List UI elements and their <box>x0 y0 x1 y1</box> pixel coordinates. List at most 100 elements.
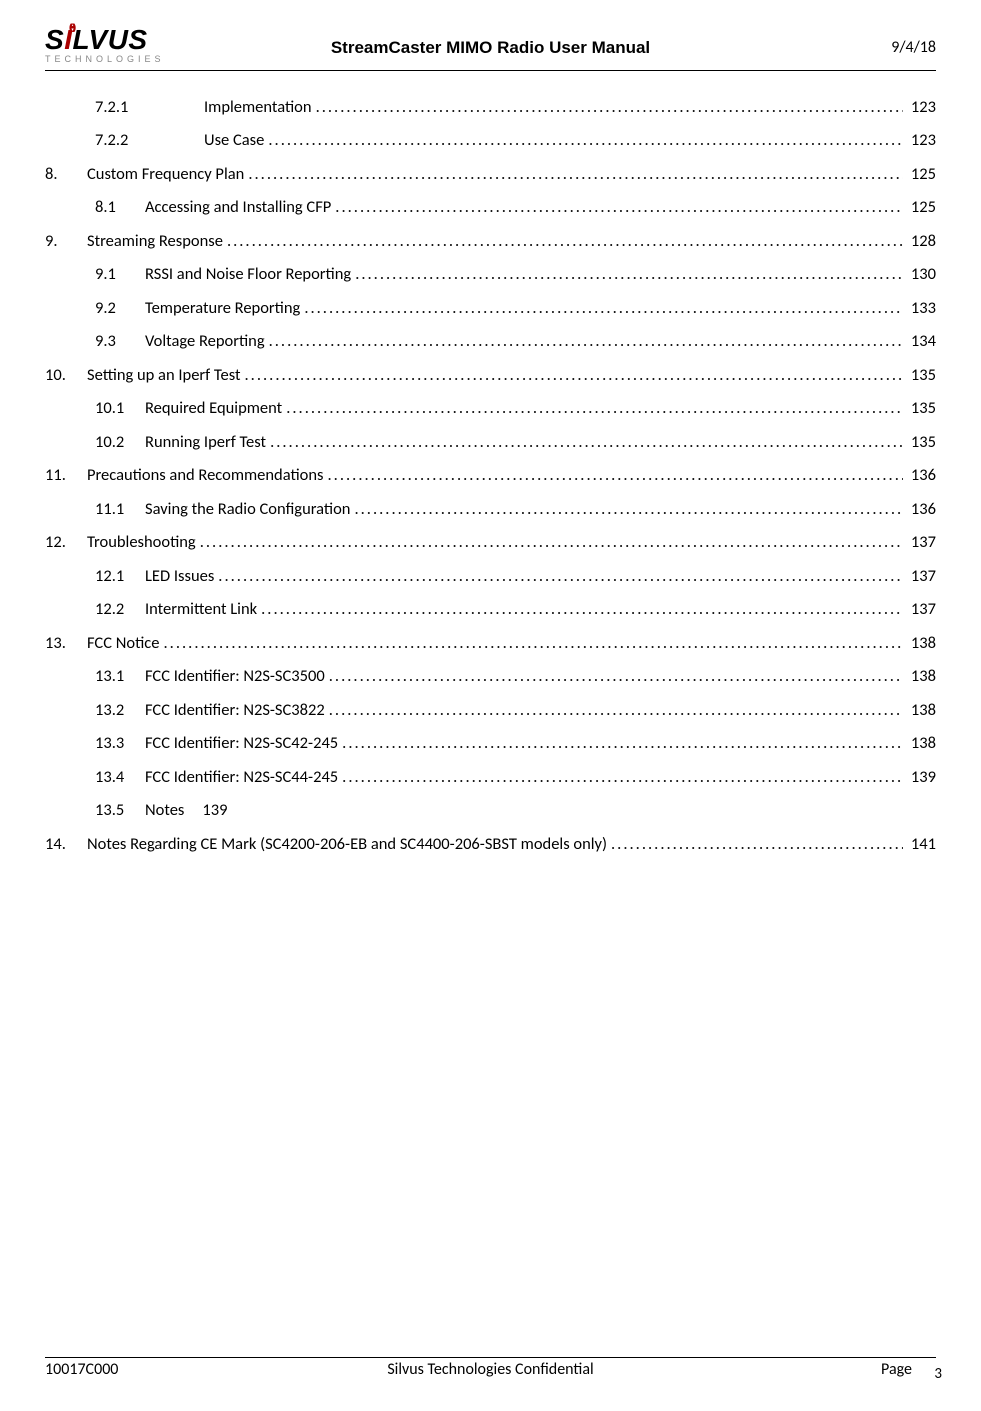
toc-entry[interactable]: 13.4FCC Identifier: N2S-SC44-245139 <box>45 769 936 786</box>
toc-entry-title: Precautions and Recommendations <box>87 467 324 484</box>
toc-leader-dots <box>227 233 903 250</box>
toc-entry-number: 8. <box>45 166 87 183</box>
toc-entry-page: 135 <box>907 367 936 384</box>
toc-leader-dots <box>269 333 903 350</box>
toc-entry[interactable]: 10.1Required Equipment 135 <box>45 400 936 417</box>
toc-leader-dots <box>270 434 903 451</box>
toc-entry-number: 7.2.1 <box>95 99 204 116</box>
logo-letters-rest: LVUS <box>72 24 147 55</box>
toc-leader-dots <box>304 300 903 317</box>
toc-entry-number: 10.1 <box>95 400 145 417</box>
toc-entry[interactable]: 9.3Voltage Reporting 134 <box>45 333 936 350</box>
page-header: ((•)) SILVUS TECHNOLOGIES StreamCaster M… <box>45 28 936 71</box>
toc-entry-page: 137 <box>907 568 936 585</box>
toc-entry-page: 135 <box>907 434 936 451</box>
toc-entry[interactable]: 7.2.2Use Case123 <box>45 132 936 149</box>
toc-entry-title: Required Equipment <box>145 400 282 417</box>
toc-leader-dots <box>354 501 902 518</box>
toc-entry[interactable]: 13.1FCC Identifier: N2S-SC3500138 <box>45 668 936 685</box>
table-of-contents: 7.2.1Implementation123 7.2.2Use Case123 8.… <box>45 99 936 853</box>
toc-entry-number: 13.1 <box>95 668 145 685</box>
document-title: StreamCaster MIMO Radio User Manual <box>165 28 816 58</box>
toc-entry-page: 134 <box>907 333 936 350</box>
toc-leader-dots <box>218 568 903 585</box>
toc-entry-title: FCC Identifier: N2S-SC44-245 <box>145 769 338 786</box>
toc-entry[interactable]: 9.2Temperature Reporting 133 <box>45 300 936 317</box>
toc-entry-number: 13.3 <box>95 735 145 752</box>
toc-entry[interactable]: 9.1RSSI and Noise Floor Reporting130 <box>45 266 936 283</box>
toc-entry-number: 9.2 <box>95 300 145 317</box>
footer-confidential: Silvus Technologies Confidential <box>45 1360 936 1379</box>
toc-entry-page: 141 <box>907 836 936 853</box>
toc-entry-title: Accessing and Installing CFP <box>145 199 331 216</box>
toc-leader-dots <box>342 735 903 752</box>
toc-entry[interactable]: 13.5Notes139 <box>45 802 936 819</box>
toc-entry[interactable]: 12.Troubleshooting137 <box>45 534 936 551</box>
logo-letter-s: S <box>45 24 64 55</box>
toc-entry-title: Custom Frequency Plan <box>87 166 244 183</box>
toc-entry-number: 14. <box>45 836 87 853</box>
toc-entry-page: 138 <box>907 635 936 652</box>
toc-entry-page: 123 <box>907 99 936 116</box>
toc-leader-dots <box>200 534 903 551</box>
toc-entry-page: 137 <box>907 534 936 551</box>
logo-wordmark: ((•)) SILVUS <box>45 28 165 52</box>
page-footer: 10017C000 Silvus Technologies Confidenti… <box>45 1357 936 1379</box>
toc-entry-page: 128 <box>907 233 936 250</box>
toc-entry-title: Setting up an Iperf Test <box>87 367 241 384</box>
toc-entry-title: FCC Identifier: N2S-SC3822 <box>145 702 325 719</box>
toc-leader-dots <box>355 266 903 283</box>
toc-entry-number: 12.2 <box>95 601 145 618</box>
document-date: 9/4/18 <box>816 28 936 57</box>
toc-entry[interactable]: 13.3FCC Identifier: N2S-SC42-245 138 <box>45 735 936 752</box>
toc-entry[interactable]: 13.2FCC Identifier: N2S-SC3822138 <box>45 702 936 719</box>
toc-entry-page: 138 <box>907 735 936 752</box>
toc-leader-dots <box>261 601 903 618</box>
toc-entry-title: Notes Regarding CE Mark (SC4200-206-EB a… <box>87 836 607 853</box>
toc-entry[interactable]: 7.2.1Implementation123 <box>45 99 936 116</box>
logo-letter-i: I <box>64 24 72 55</box>
toc-entry-title: Streaming Response <box>87 233 223 250</box>
toc-entry[interactable]: 14.Notes Regarding CE Mark (SC4200-206-E… <box>45 836 936 853</box>
toc-entry[interactable]: 11.Precautions and Recommendations136 <box>45 467 936 484</box>
toc-entry-number: 13. <box>45 635 87 652</box>
toc-leader-dots <box>328 467 903 484</box>
toc-entry-number: 11.1 <box>95 501 145 518</box>
toc-leader-dots <box>286 400 903 417</box>
toc-entry[interactable]: 10.Setting up an Iperf Test135 <box>45 367 936 384</box>
toc-entry-number: 13.5 <box>95 802 145 819</box>
toc-leader-dots <box>329 668 903 685</box>
toc-leader-dots <box>611 836 903 853</box>
toc-entry[interactable]: 10.2Running Iperf Test 135 <box>45 434 936 451</box>
toc-entry-page: 136 <box>907 467 936 484</box>
toc-leader-dots <box>342 769 903 786</box>
toc-entry-page: 135 <box>907 400 936 417</box>
toc-entry-title: Temperature Reporting <box>145 300 300 317</box>
toc-entry-number: 10.2 <box>95 434 145 451</box>
toc-leader-dots <box>316 99 903 116</box>
toc-leader-dots <box>268 132 903 149</box>
toc-entry[interactable]: 8.1Accessing and Installing CFP125 <box>45 199 936 216</box>
toc-entry-title: FCC Identifier: N2S-SC3500 <box>145 668 325 685</box>
footer-page-container: Page 3 <box>881 1360 936 1379</box>
toc-leader-dots <box>245 367 903 384</box>
toc-entry[interactable]: 11.1Saving the Radio Configuration136 <box>45 501 936 518</box>
toc-entry-page: 137 <box>907 601 936 618</box>
toc-entry[interactable]: 9.Streaming Response128 <box>45 233 936 250</box>
toc-entry-number: 9.3 <box>95 333 145 350</box>
toc-entry[interactable]: 12.1LED Issues137 <box>45 568 936 585</box>
toc-entry[interactable]: 12.2Intermittent Link137 <box>45 601 936 618</box>
page-container: ((•)) SILVUS TECHNOLOGIES StreamCaster M… <box>0 0 981 852</box>
toc-entry[interactable]: 8.Custom Frequency Plan125 <box>45 166 936 183</box>
logo-subtitle: TECHNOLOGIES <box>45 54 165 64</box>
toc-entry-title: FCC Identifier: N2S-SC42-245 <box>145 735 338 752</box>
toc-entry[interactable]: 13.FCC Notice138 <box>45 635 936 652</box>
toc-entry-page: 130 <box>907 266 936 283</box>
toc-entry-title: Running Iperf Test <box>145 434 266 451</box>
toc-entry-page: 123 <box>907 132 936 149</box>
toc-entry-title: Voltage Reporting <box>145 333 265 350</box>
toc-entry-number: 9.1 <box>95 266 145 283</box>
toc-entry-page: 133 <box>907 300 936 317</box>
toc-entry-page: 125 <box>907 199 936 216</box>
toc-entry-page: 139 <box>202 802 227 819</box>
